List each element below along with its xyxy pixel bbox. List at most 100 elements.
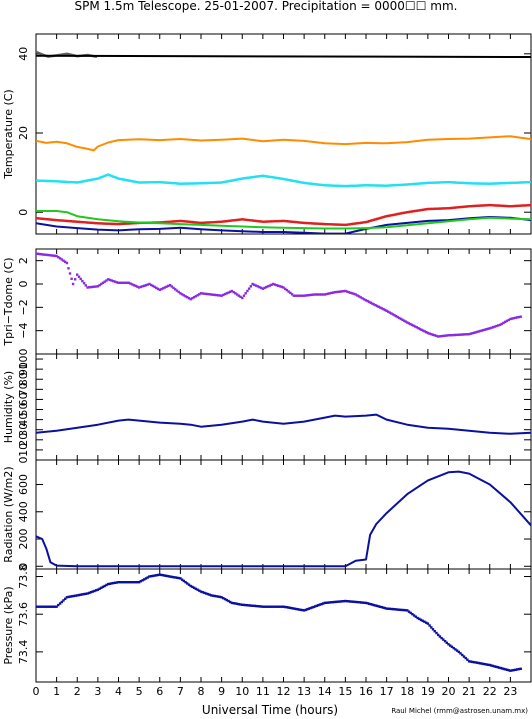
- data-point: [348, 223, 352, 226]
- data-point: [398, 608, 401, 611]
- data-point: [353, 600, 357, 604]
- data-point: [325, 223, 328, 226]
- data-point: [382, 184, 385, 187]
- data-point: [435, 631, 438, 635]
- data-point: [177, 290, 180, 294]
- data-point: [445, 181, 449, 184]
- data-point: [137, 286, 141, 289]
- data-point: [253, 175, 257, 178]
- data-point: [293, 607, 296, 610]
- data-point: [123, 222, 126, 225]
- data-point: [290, 606, 293, 610]
- data-point: [487, 204, 490, 207]
- data-point: [512, 204, 515, 208]
- data-point: [232, 602, 235, 605]
- data-point: [113, 176, 117, 179]
- data-point: [302, 221, 306, 225]
- data-point: [177, 576, 180, 580]
- data-point: [88, 591, 91, 595]
- data-point: [217, 595, 220, 598]
- data-point: [374, 604, 377, 607]
- data-point: [160, 287, 163, 291]
- data-point: [396, 183, 399, 187]
- data-point: [354, 293, 357, 296]
- data-point: [171, 220, 174, 223]
- data-point: [364, 299, 368, 302]
- data-point: [291, 179, 295, 182]
- data-point: [96, 222, 100, 225]
- data-point: [485, 204, 488, 207]
- data-point: [494, 204, 498, 207]
- data-point: [249, 219, 252, 222]
- data-point: [60, 219, 63, 222]
- data-point: [141, 579, 144, 582]
- data-point: [109, 222, 112, 225]
- data-point: [277, 605, 280, 608]
- data-point: [169, 575, 173, 578]
- data-point: [529, 180, 531, 184]
- data-point: [72, 181, 76, 184]
- data-point: [467, 182, 471, 185]
- data-point: [198, 293, 201, 296]
- x-tick-label: 4: [115, 685, 122, 698]
- data-point: [491, 664, 495, 668]
- data-point: [329, 601, 333, 604]
- data-point: [390, 184, 393, 187]
- data-point: [304, 181, 307, 185]
- data-point: [361, 221, 364, 224]
- data-point: [55, 218, 58, 222]
- data-point: [307, 182, 311, 185]
- data-point: [41, 253, 44, 256]
- data-point: [283, 178, 287, 181]
- data-point: [100, 176, 103, 179]
- data-point: [42, 179, 46, 182]
- data-point: [225, 598, 228, 602]
- data-point: [406, 183, 409, 186]
- data-point: [356, 601, 360, 604]
- data-point: [301, 221, 304, 224]
- data-point: [47, 218, 50, 221]
- data-point: [190, 182, 193, 185]
- data-point: [477, 661, 480, 665]
- x-tick-label: 19: [421, 685, 435, 698]
- data-point: [496, 182, 499, 185]
- data-point: [62, 259, 65, 262]
- data-point: [152, 181, 155, 184]
- data-point: [423, 208, 426, 211]
- data-point: [107, 222, 111, 225]
- data-point: [77, 181, 80, 184]
- data-point: [268, 284, 271, 287]
- data-point: [339, 290, 342, 293]
- data-point: [425, 181, 428, 185]
- data-point: [201, 591, 204, 594]
- data-point: [525, 204, 528, 207]
- data-point: [414, 615, 417, 618]
- y-tick-label: 10: [17, 443, 30, 457]
- data-point: [39, 52, 42, 56]
- data-point: [256, 285, 259, 288]
- data-point: [189, 584, 192, 588]
- data-point: [263, 286, 266, 290]
- data-point: [153, 285, 156, 289]
- data-point: [137, 581, 141, 584]
- data-point: [69, 595, 72, 598]
- data-point: [438, 635, 442, 638]
- data-point: [180, 293, 184, 296]
- data-point: [203, 221, 206, 224]
- data-point: [186, 296, 189, 299]
- data-point: [108, 174, 112, 177]
- data-point: [107, 173, 110, 176]
- data-point: [279, 177, 282, 180]
- data-point: [85, 179, 88, 182]
- data-point: [288, 179, 291, 182]
- data-point: [494, 182, 498, 185]
- data-point: [193, 182, 196, 185]
- data-point: [167, 284, 170, 288]
- data-point: [407, 210, 410, 214]
- y-tick-label: 0: [17, 457, 30, 464]
- data-point: [357, 295, 361, 298]
- data-point: [333, 184, 336, 187]
- data-point: [442, 207, 445, 210]
- data-point: [215, 181, 219, 184]
- data-point: [399, 317, 403, 321]
